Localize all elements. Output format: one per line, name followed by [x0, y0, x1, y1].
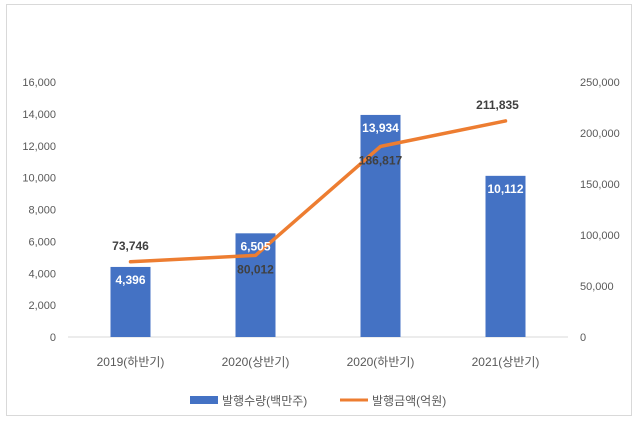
y-left-tick-label: 14,000 — [22, 109, 56, 121]
x-tick-label: 2020(상반기) — [222, 355, 290, 369]
legend-bar-swatch — [190, 396, 218, 404]
bar-data-label: 10,112 — [487, 182, 523, 196]
y-left-tick-label: 16,000 — [22, 77, 56, 89]
legend-bar-label: 발행수량(백만주) — [222, 393, 307, 408]
y-right-tick-label: 250,000 — [580, 77, 620, 89]
bar — [360, 114, 401, 337]
y-left-tick-label: 2,000 — [28, 300, 56, 312]
line-data-label: 186,817 — [359, 153, 403, 167]
y-right-tick-label: 50,000 — [580, 281, 614, 293]
bar-data-label: 6,505 — [240, 239, 270, 253]
x-tick-label: 2019(하반기) — [97, 355, 165, 369]
bar — [485, 175, 526, 337]
bar — [110, 266, 151, 337]
line-series — [128, 119, 508, 264]
bar-data-label: 13,934 — [362, 121, 399, 135]
y-left-tick-label: 8,000 — [28, 205, 56, 217]
bar — [235, 233, 276, 337]
legend-line-label: 발행금액(억원) — [372, 393, 446, 408]
y-right-tick-label: 100,000 — [580, 230, 620, 242]
y-left-tick-label: 6,000 — [28, 236, 56, 248]
y-right-tick-label: 0 — [580, 332, 586, 344]
x-tick-label: 2020(하반기) — [347, 355, 415, 369]
line-data-label: 211,835 — [476, 98, 519, 112]
y-right-tick-label: 200,000 — [580, 128, 620, 140]
line-data-label: 73,746 — [112, 239, 149, 253]
chart-frame — [6, 4, 632, 416]
x-tick-label: 2021(상반기) — [472, 355, 540, 369]
y-left-tick-label: 10,000 — [22, 173, 56, 185]
bar-data-label: 4,396 — [115, 273, 145, 287]
y-left-tick-label: 4,000 — [28, 268, 56, 280]
line-data-label: 80,012 — [237, 262, 274, 276]
y-right-tick-label: 150,000 — [580, 179, 620, 191]
y-left-tick-label: 0 — [50, 332, 56, 344]
y-left-tick-label: 12,000 — [22, 141, 56, 153]
